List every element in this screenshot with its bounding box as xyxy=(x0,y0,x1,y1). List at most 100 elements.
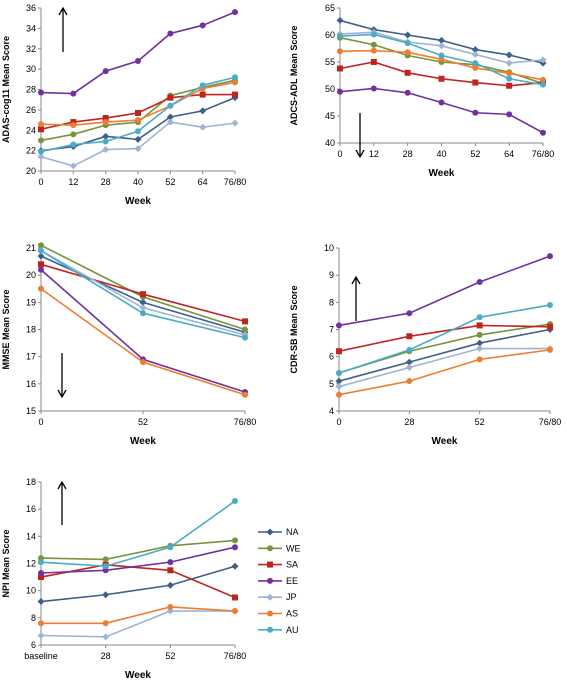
legend-label: JP xyxy=(286,592,297,602)
data-point xyxy=(166,118,174,126)
data-point xyxy=(38,121,44,128)
data-point xyxy=(69,162,77,170)
data-point xyxy=(472,109,479,116)
x-tick-label: 52 xyxy=(165,177,175,187)
data-point xyxy=(102,146,110,154)
x-tick-label: 0 xyxy=(336,417,341,427)
legend-label: AS xyxy=(286,609,298,619)
data-point xyxy=(38,247,44,254)
data-point xyxy=(199,123,207,131)
legend-marker xyxy=(266,528,274,536)
data-point xyxy=(70,122,77,129)
legend-item-SA: SA xyxy=(258,560,298,570)
legend-label: SA xyxy=(286,560,298,570)
series-line xyxy=(338,328,551,382)
data-point xyxy=(102,633,110,641)
panel-3: 15 16 17 18 19 20 21 0 52 76/80 Week MMSE Mean Scor… xyxy=(1,242,256,447)
y-tick-label: 6 xyxy=(329,352,334,362)
data-point xyxy=(406,310,413,317)
legend-label: NA xyxy=(286,527,299,537)
x-tick-label: 76/80 xyxy=(224,651,247,661)
data-point xyxy=(232,498,238,505)
series-AU xyxy=(38,247,248,341)
data-point xyxy=(70,119,77,126)
data-point xyxy=(232,9,238,16)
panel-1: 20 22 24 26 28 30 32 34 36 0 12 28 40 52 64 76/80 Week AD… xyxy=(1,3,246,207)
data-point xyxy=(476,278,483,285)
y-tick-label: 10 xyxy=(324,243,334,253)
data-point xyxy=(232,74,238,81)
data-point xyxy=(438,36,445,44)
y-tick-label: 65 xyxy=(325,3,335,13)
legend-marker xyxy=(266,593,274,601)
data-point xyxy=(405,358,413,366)
series-EE xyxy=(38,9,238,97)
x-tick-label: 12 xyxy=(369,149,379,159)
data-point xyxy=(404,31,412,39)
data-point xyxy=(102,119,109,126)
data-point xyxy=(336,16,344,24)
data-point xyxy=(38,266,44,273)
data-point xyxy=(471,46,479,54)
data-point xyxy=(199,22,206,29)
x-tick-label: 52 xyxy=(165,651,175,661)
data-point xyxy=(336,348,342,355)
y-tick-label: 21 xyxy=(26,243,36,253)
data-point xyxy=(102,563,109,570)
data-point xyxy=(505,59,513,67)
direction-arrow-head xyxy=(57,389,67,399)
data-point xyxy=(438,42,445,50)
x-axis-title: Week xyxy=(130,436,156,447)
series-line xyxy=(40,500,236,568)
data-point xyxy=(506,111,513,118)
y-tick-label: 16 xyxy=(26,379,36,389)
data-point xyxy=(505,51,513,59)
series-line xyxy=(338,255,551,327)
data-point xyxy=(167,30,174,37)
series-AS xyxy=(336,346,553,398)
data-point xyxy=(404,89,411,96)
series-AU xyxy=(336,302,553,376)
data-point xyxy=(540,76,546,83)
data-point xyxy=(335,377,343,385)
series-line xyxy=(40,244,246,331)
data-point xyxy=(167,544,174,551)
data-point xyxy=(102,620,109,627)
data-point xyxy=(38,570,44,577)
data-point xyxy=(199,82,206,89)
series-JP xyxy=(37,118,239,170)
data-point xyxy=(167,102,174,109)
data-point xyxy=(404,49,411,56)
data-point xyxy=(336,322,342,329)
data-point xyxy=(140,359,146,366)
series-EE xyxy=(337,85,546,136)
data-point xyxy=(438,52,445,59)
data-point xyxy=(199,91,206,98)
data-point xyxy=(370,59,377,65)
series-line xyxy=(40,565,236,603)
data-point xyxy=(37,153,45,161)
y-tick-label: 7 xyxy=(329,325,334,335)
direction-arrow-head xyxy=(58,6,68,16)
data-point xyxy=(231,119,239,127)
panel-5: 6 8 10 12 14 16 18 baseline 28 52 76/80 Week NPI Mea… xyxy=(1,477,246,681)
data-point xyxy=(37,598,45,606)
data-point xyxy=(540,129,546,136)
y-tick-label: 34 xyxy=(26,23,36,33)
data-point xyxy=(337,33,343,40)
legend-label: WE xyxy=(286,543,301,553)
series-AS xyxy=(38,603,238,627)
direction-arrow-head xyxy=(355,149,365,159)
series-line xyxy=(339,87,544,134)
data-point xyxy=(471,50,479,58)
data-point xyxy=(38,137,44,144)
x-tick-label: 52 xyxy=(138,417,148,427)
series-NA xyxy=(37,562,239,606)
legend-item-AS: AS xyxy=(258,609,298,619)
y-tick-label: 40 xyxy=(325,138,335,148)
data-point xyxy=(135,57,141,64)
data-point xyxy=(167,559,174,566)
data-point xyxy=(102,115,109,122)
x-tick-label: 0 xyxy=(38,177,43,187)
